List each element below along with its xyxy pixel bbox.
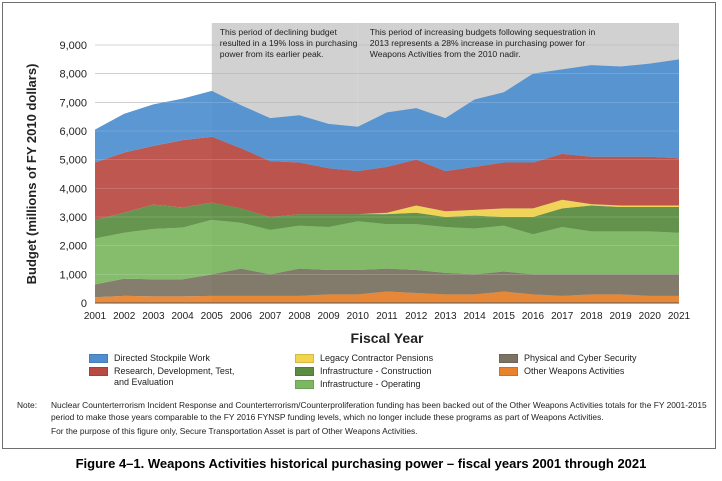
- area-research-development-test-and-evaluation: [95, 136, 679, 220]
- legend-swatch: [499, 367, 518, 376]
- y-tick-label: 2,000: [59, 241, 87, 253]
- area-legacy-contractor-pensions: [95, 199, 679, 220]
- y-tick-label: 4,000: [59, 183, 87, 195]
- annotation-text-2: Weapons Activities from the 2010 nadir.: [370, 49, 521, 59]
- y-tick-label: 8,000: [59, 69, 87, 81]
- y-tick-label: 1,000: [59, 269, 87, 281]
- area-infrastructure-operating: [95, 219, 679, 285]
- area-physical-and-cyber-security: [95, 268, 679, 298]
- x-tick-label: 2011: [376, 311, 398, 322]
- legend-label: Research, Development, Test, and Evaluat…: [114, 366, 235, 387]
- y-tick-label: 3,000: [59, 212, 87, 224]
- x-tick-label: 2018: [580, 311, 603, 322]
- annotation-text-1: This period of declining budget: [220, 27, 338, 37]
- x-tick-label: 2012: [405, 311, 428, 322]
- legend-swatch: [295, 380, 314, 389]
- legend-label: Directed Stockpile Work: [114, 353, 210, 363]
- x-tick-label: 2015: [493, 311, 516, 322]
- legend-swatch: [295, 367, 314, 376]
- annotation-text-2: This period of increasing budgets follow…: [370, 27, 596, 37]
- legend-label: Legacy Contractor Pensions: [320, 353, 434, 363]
- x-tick-label: 2004: [171, 311, 194, 322]
- x-tick-label: 2016: [522, 311, 545, 322]
- legend-item-infra-construction: Infrastructure - Construction: [295, 366, 432, 377]
- legend-item-rdte: Research, Development, Test, and Evaluat…: [89, 366, 234, 388]
- legend-swatch: [89, 354, 108, 363]
- x-tick-label: 2021: [668, 311, 691, 322]
- annotation-text-1: power from its earlier peak.: [220, 49, 324, 59]
- x-tick-label: 2017: [551, 311, 574, 322]
- x-axis-label: Fiscal Year: [351, 330, 424, 346]
- note-text-2: For the purpose of this figure only, Sec…: [51, 426, 418, 436]
- area-infrastructure-construction: [95, 202, 679, 239]
- figure-frame: 0 1,000 2,000 3,000 4,000 5,000 6,000 7,000 8,00…: [2, 2, 716, 449]
- y-tick-label: 9,000: [59, 40, 87, 52]
- note-spacer: [17, 425, 51, 437]
- legend-item-directed-stockpile: Directed Stockpile Work: [89, 353, 210, 364]
- legend-item-other-weapons: Other Weapons Activities: [499, 366, 624, 377]
- x-tick-label: 2019: [609, 311, 632, 322]
- legend-label: Infrastructure - Operating: [320, 379, 421, 389]
- note-text-1: Nuclear Counterterrorism Incident Respon…: [51, 400, 707, 422]
- x-tick-label: 2007: [259, 311, 282, 322]
- x-tick-label: 2002: [113, 311, 136, 322]
- legend-item-legacy-pensions: Legacy Contractor Pensions: [295, 353, 433, 364]
- annotation-text-1: resulted in a 19% loss in purchasing: [220, 38, 358, 48]
- x-tick-label: 2001: [84, 311, 107, 322]
- legend-swatch: [295, 354, 314, 363]
- x-tick-label: 2006: [230, 311, 253, 322]
- y-axis-label: Budget (millions of FY 2010 dollars): [24, 64, 39, 285]
- x-tick-label: 2005: [201, 311, 224, 322]
- x-tick-label: 2003: [142, 311, 165, 322]
- y-tick-label: 0: [81, 298, 87, 310]
- x-tick-label: 2013: [434, 311, 457, 322]
- annotation-text-2: 2013 represents a 28% increase in purcha…: [370, 38, 586, 48]
- stacked-area-chart: 0 1,000 2,000 3,000 4,000 5,000 6,000 7,000 8,00…: [24, 23, 691, 346]
- legend-swatch: [499, 354, 518, 363]
- legend-swatch: [89, 367, 108, 376]
- y-tick-label: 6,000: [59, 126, 87, 138]
- x-tick-label: 2020: [639, 311, 662, 322]
- note-label: Note:: [17, 400, 38, 410]
- legend-item-infra-operating: Infrastructure - Operating: [295, 379, 421, 390]
- legend-item-physical-cyber: Physical and Cyber Security: [499, 353, 637, 364]
- legend-label: Infrastructure - Construction: [320, 366, 432, 376]
- legend-label: Other Weapons Activities: [524, 366, 625, 376]
- x-tick-label: 2014: [463, 311, 486, 322]
- chart-note: Note: Nuclear Counterterrorism Incident …: [17, 399, 707, 437]
- x-tick-label: 2009: [317, 311, 340, 322]
- x-tick-label: 2010: [347, 311, 370, 322]
- x-tick-label: 2008: [288, 311, 311, 322]
- y-tick-label: 7,000: [59, 97, 87, 109]
- area-directed-stockpile-work: [95, 59, 679, 172]
- figure-caption: Figure 4–1. Weapons Activities historica…: [75, 456, 647, 471]
- chart-legend: Directed Stockpile Work Research, Develo…: [89, 353, 709, 395]
- legend-label: Physical and Cyber Security: [524, 353, 637, 363]
- y-tick-label: 5,000: [59, 155, 87, 167]
